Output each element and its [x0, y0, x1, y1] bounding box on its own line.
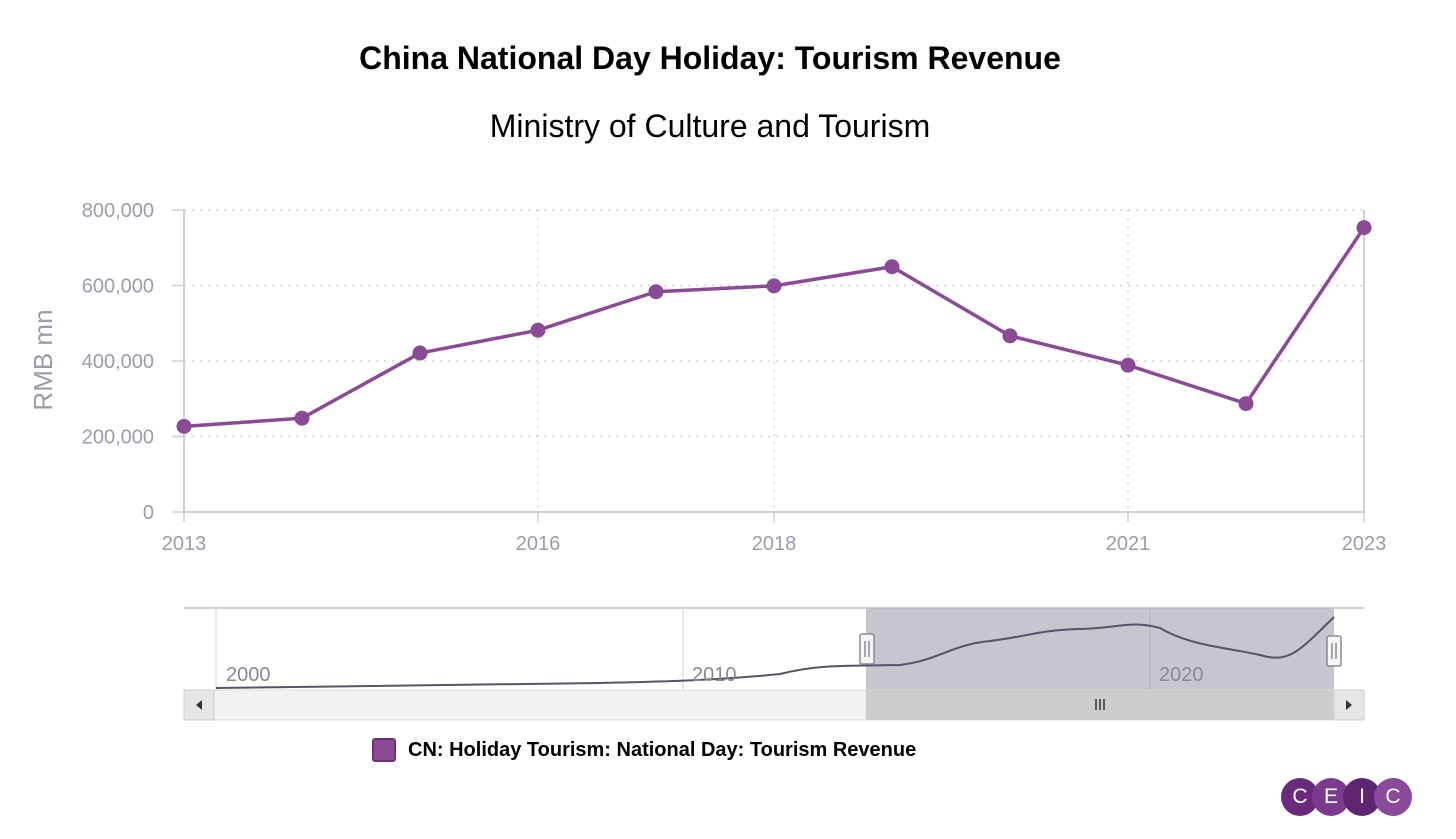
legend-label: CN: Holiday Tourism: National Day: Touri… — [408, 738, 917, 761]
y-tick-label: 0 — [143, 502, 154, 524]
data-point — [1356, 220, 1372, 236]
chart-subtitle: Ministry of Culture and Tourism — [489, 108, 931, 144]
legend[interactable]: CN: Holiday Tourism: National Day: Touri… — [372, 738, 916, 762]
axes: 0 200,000 400,000 600,000 800,000 2013 2016 201… — [82, 200, 1387, 555]
data-point — [176, 418, 192, 434]
logo-letter: C — [1374, 778, 1412, 816]
navigator-label: 2010 — [692, 664, 737, 686]
ceic-logo: C E I C — [1281, 778, 1412, 816]
x-tick-label: 2023 — [1342, 533, 1387, 555]
navigator-series-line — [215, 616, 1335, 689]
data-point — [530, 322, 546, 338]
x-tick-label: 2021 — [1106, 533, 1151, 555]
navigator-label: 2020 — [1159, 664, 1204, 686]
x-tick-label: 2016 — [516, 533, 561, 555]
data-point — [648, 284, 664, 300]
y-tick-label: 400,000 — [82, 351, 154, 373]
data-point — [412, 345, 428, 361]
data-point — [294, 410, 310, 426]
y-axis-label: RMB mn — [28, 309, 58, 410]
arrow-left-icon — [196, 700, 202, 710]
chart-title: China National Day Holiday: Tourism Reve… — [359, 40, 1061, 76]
y-tick-label: 200,000 — [82, 427, 154, 449]
scroll-left-button[interactable] — [183, 689, 215, 721]
scroll-right-button[interactable] — [1333, 689, 1365, 721]
series-layer — [176, 220, 1372, 434]
arrow-right-icon — [1346, 700, 1352, 710]
grid-lines — [184, 209, 1364, 512]
data-point — [1120, 357, 1136, 373]
series-line — [183, 226, 1366, 429]
data-point — [766, 278, 782, 294]
data-point — [1002, 328, 1018, 344]
x-tick-label: 2018 — [752, 533, 797, 555]
navigator-scrollbar[interactable] — [183, 689, 1365, 721]
data-point — [1238, 396, 1254, 412]
navigator-label: 2000 — [226, 664, 271, 686]
range-navigator[interactable]: 2000 2010 2020 — [183, 607, 1365, 721]
navigator-right-handle[interactable] — [1326, 635, 1342, 667]
data-point — [884, 259, 900, 275]
y-tick-label: 800,000 — [82, 200, 154, 222]
legend-swatch — [372, 738, 396, 762]
navigator-selected-range[interactable] — [866, 608, 1334, 690]
y-tick-label: 600,000 — [82, 276, 154, 298]
navigator-left-handle[interactable] — [859, 633, 875, 665]
x-tick-label: 2013 — [162, 533, 207, 555]
